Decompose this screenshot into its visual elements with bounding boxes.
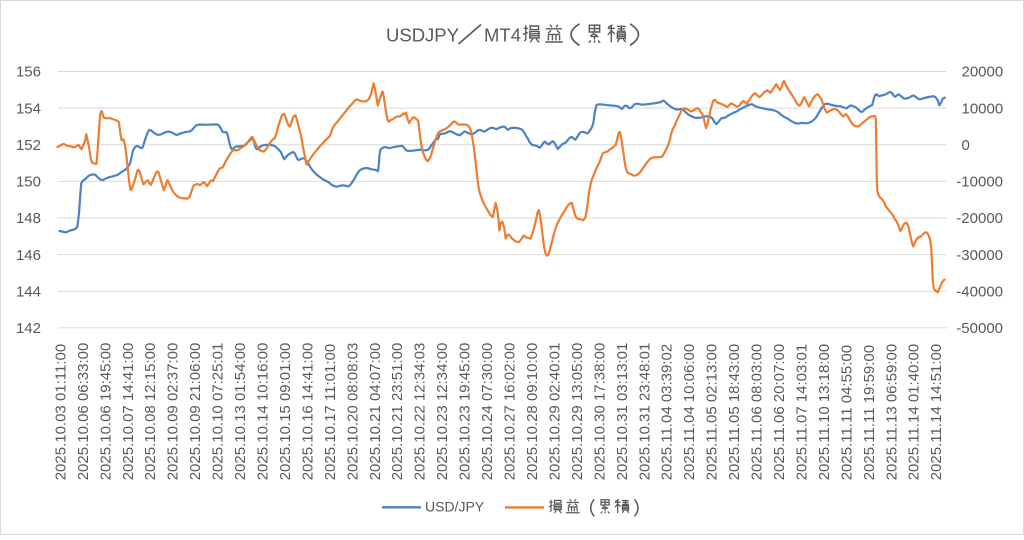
svg-text:2025.10.07 14:41:00: 2025.10.07 14:41:00 (120, 343, 137, 481)
svg-text:2025.10.27 16:02:00: 2025.10.27 16:02:00 (502, 343, 519, 481)
svg-text:2025.10.08 12:15:00: 2025.10.08 12:15:00 (142, 343, 159, 481)
svg-text:2025.11.07 14:03:01: 2025.11.07 14:03:01 (793, 344, 810, 481)
svg-text:2025.11.10 13:18:00: 2025.11.10 13:18:00 (816, 344, 833, 481)
svg-text:2025.10.20 08:08:03: 2025.10.20 08:08:03 (344, 343, 361, 481)
svg-text:0: 0 (962, 137, 970, 154)
svg-text:2025.10.29 13:05:00: 2025.10.29 13:05:00 (569, 343, 586, 481)
svg-text:2025.11.13 06:59:00: 2025.11.13 06:59:00 (883, 344, 900, 481)
svg-text:10000: 10000 (962, 100, 1004, 117)
svg-text:2025.11.06 20:07:00: 2025.11.06 20:07:00 (771, 344, 788, 481)
svg-text:2025.11.05 02:13:00: 2025.11.05 02:13:00 (704, 344, 721, 481)
svg-text:148: 148 (16, 210, 41, 227)
svg-text:USDJPY: USDJPY (386, 25, 459, 46)
svg-text:2025.10.30 17:38:00: 2025.10.30 17:38:00 (591, 343, 608, 481)
svg-text:156: 156 (16, 64, 41, 81)
svg-text:2025.10.24 07:30:00: 2025.10.24 07:30:00 (479, 343, 496, 481)
svg-text:-20000: -20000 (956, 210, 1003, 227)
svg-text:2025.11.05 18:43:00: 2025.11.05 18:43:00 (726, 344, 743, 481)
svg-text:2025.10.22 12:34:03: 2025.10.22 12:34:03 (412, 343, 429, 481)
svg-text:2025.10.23 19:45:00: 2025.10.23 19:45:00 (457, 343, 474, 481)
svg-text:2025.11.06 08:03:00: 2025.11.06 08:03:00 (749, 344, 766, 481)
svg-text:2025.10.31 23:48:01: 2025.10.31 23:48:01 (636, 343, 653, 481)
svg-text:2025.10.09 21:06:00: 2025.10.09 21:06:00 (187, 343, 204, 481)
svg-text:2025.10.09 02:37:00: 2025.10.09 02:37:00 (165, 343, 182, 481)
svg-text:152: 152 (16, 137, 41, 154)
svg-text:2025.11.14 01:40:00: 2025.11.14 01:40:00 (906, 344, 923, 481)
svg-text:2025.10.06 19:45:00: 2025.10.06 19:45:00 (97, 343, 114, 481)
svg-text:2025.10.13 01:54:00: 2025.10.13 01:54:00 (232, 343, 249, 481)
svg-text:2025.11.11 19:59:00: 2025.11.11 19:59:00 (861, 345, 878, 480)
svg-text:USD/JPY: USD/JPY (425, 499, 485, 515)
svg-text:146: 146 (16, 247, 41, 264)
svg-text:2025.10.23 12:34:00: 2025.10.23 12:34:00 (434, 343, 451, 481)
svg-text:142: 142 (16, 320, 41, 337)
svg-text:2025.10.14 10:16:00: 2025.10.14 10:16:00 (255, 343, 272, 481)
svg-text:2025.10.06 06:33:00: 2025.10.06 06:33:00 (75, 343, 92, 481)
svg-text:2025.11.11 04:55:00: 2025.11.11 04:55:00 (838, 345, 855, 480)
svg-text:2025.10.21 23:51:00: 2025.10.21 23:51:00 (389, 343, 406, 481)
svg-text:-50000: -50000 (956, 320, 1003, 337)
svg-text:154: 154 (16, 100, 41, 117)
svg-text:144: 144 (16, 284, 41, 301)
svg-text:2025.10.31 03:13:01: 2025.10.31 03:13:01 (614, 343, 631, 481)
svg-text:2025.10.17 11:01:00: 2025.10.17 11:01:00 (322, 344, 339, 481)
svg-text:2025.10.29 02:40:01: 2025.10.29 02:40:01 (546, 343, 563, 481)
svg-text:2025.10.15 09:01:00: 2025.10.15 09:01:00 (277, 343, 294, 481)
svg-text:-40000: -40000 (956, 284, 1003, 301)
svg-text:MT4: MT4 (484, 25, 521, 46)
svg-text:20000: 20000 (962, 64, 1004, 81)
svg-text:2025.10.28 09:10:00: 2025.10.28 09:10:00 (524, 343, 541, 481)
svg-text:150: 150 (16, 174, 41, 191)
svg-text:2025.11.04 03:39:02: 2025.11.04 03:39:02 (659, 344, 676, 481)
svg-text:-10000: -10000 (956, 174, 1003, 191)
svg-text:-30000: -30000 (956, 247, 1003, 264)
svg-text:2025.11.14 14:51:00: 2025.11.14 14:51:00 (928, 344, 945, 481)
svg-text:2025.10.10 07:25:01: 2025.10.10 07:25:01 (210, 343, 227, 481)
svg-text:2025.10.21 04:07:00: 2025.10.21 04:07:00 (367, 343, 384, 481)
svg-text:2025.10.03 01:11:00: 2025.10.03 01:11:00 (52, 344, 69, 481)
svg-text:2025.10.16 14:41:00: 2025.10.16 14:41:00 (299, 343, 316, 481)
svg-text:2025.11.04 10:06:00: 2025.11.04 10:06:00 (681, 344, 698, 481)
